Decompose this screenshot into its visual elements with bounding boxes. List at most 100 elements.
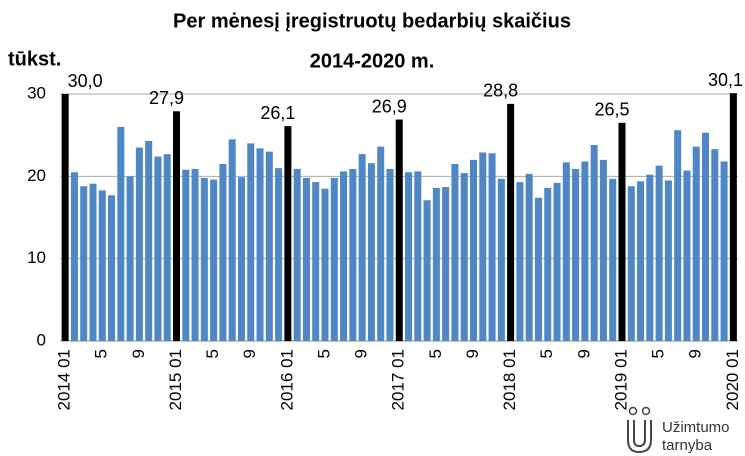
bar [182, 169, 190, 341]
x-tick-label: 2014 01 [55, 349, 74, 410]
logo: Užimtumo tarnyba [627, 406, 730, 454]
bar [108, 195, 116, 341]
bar [358, 154, 366, 341]
y-tick-label: 0 [37, 330, 46, 349]
bar [405, 172, 413, 341]
bar [664, 180, 672, 341]
value-label: 30,0 [68, 71, 103, 91]
bar [247, 143, 255, 341]
x-tick-label: 2017 01 [389, 349, 408, 410]
bar [525, 173, 533, 341]
bar [126, 176, 134, 341]
bar [627, 186, 635, 341]
x-tick-label: 2018 01 [500, 349, 519, 410]
value-label: 27,9 [149, 88, 184, 108]
bar [711, 149, 719, 341]
bar [219, 163, 227, 341]
bar [395, 119, 403, 341]
bar [507, 103, 515, 341]
bar [256, 148, 264, 341]
logo-icon [641, 406, 651, 416]
bar [451, 163, 459, 341]
x-tick-label: 9 [352, 349, 371, 358]
bar [284, 126, 292, 341]
x-tick-label: 2019 01 [611, 349, 630, 410]
bar [609, 178, 617, 341]
bar [265, 151, 273, 341]
x-tick-label: 5 [537, 349, 556, 358]
bar [720, 161, 728, 341]
bar [80, 186, 88, 341]
bar [590, 145, 598, 341]
bar [163, 154, 171, 341]
bar [330, 177, 338, 341]
bar [553, 182, 561, 341]
bar [729, 93, 737, 341]
bar [340, 171, 348, 341]
bar [293, 168, 301, 341]
y-tick-label: 10 [27, 248, 46, 267]
x-tick-label: 9 [129, 349, 148, 358]
y-tick-label: 20 [27, 166, 46, 185]
bar [581, 161, 589, 341]
bar [692, 146, 700, 341]
bar [469, 159, 477, 341]
bar [210, 179, 218, 341]
bar [302, 177, 310, 341]
x-tick-label: 5 [203, 349, 222, 358]
bar [646, 174, 654, 341]
bar [228, 139, 236, 341]
bar [674, 130, 682, 341]
bar [599, 159, 607, 341]
bar [135, 147, 143, 341]
bar [89, 183, 97, 341]
value-label: 26,9 [372, 96, 407, 116]
bar [562, 162, 570, 341]
bar [442, 187, 450, 341]
bar [544, 187, 552, 341]
value-label: 30,1 [708, 70, 743, 90]
x-tick-label: 5 [92, 349, 111, 358]
bar [460, 173, 468, 341]
chart-title: Per mėnesį įregistruotų bedarbių skaičiu… [173, 10, 571, 32]
bar [386, 168, 394, 341]
bar [497, 178, 505, 341]
logo-text: Užimtumo [662, 419, 730, 436]
bar [655, 165, 663, 341]
logo-text: tarnyba [662, 437, 713, 454]
x-tick-label: 2015 01 [166, 349, 185, 410]
bar [488, 153, 496, 341]
bar [479, 152, 487, 341]
x-tick-label: 5 [314, 349, 333, 358]
bar [414, 171, 422, 341]
bar [154, 156, 162, 341]
bar [275, 168, 283, 341]
bar [534, 197, 542, 341]
bar [423, 200, 431, 341]
logo-icon [628, 406, 638, 416]
bar [173, 111, 181, 341]
value-label: 26,1 [260, 103, 295, 123]
bar [683, 170, 691, 341]
y-tick-label: 30 [27, 83, 46, 102]
value-label: 28,8 [483, 81, 518, 101]
bar [237, 177, 245, 341]
x-tick-label: 2020 01 [723, 349, 742, 410]
y-axis-label: tūkst. [8, 48, 61, 70]
chart-subtitle: 2014-2020 m. [310, 50, 435, 72]
bar [432, 187, 440, 341]
bar [312, 182, 320, 341]
x-tick-label: 5 [426, 349, 445, 358]
bar [61, 94, 69, 341]
bar [516, 182, 524, 341]
x-tick-label: 9 [686, 349, 705, 358]
bar [618, 122, 626, 341]
bar [572, 168, 580, 341]
bar [191, 168, 199, 341]
x-tick-label: 9 [463, 349, 482, 358]
bar [117, 126, 125, 341]
x-tick-label: 9 [574, 349, 593, 358]
x-tick-label: 5 [649, 349, 668, 358]
x-tick-label: 9 [240, 349, 259, 358]
value-label: 26,5 [594, 100, 629, 120]
